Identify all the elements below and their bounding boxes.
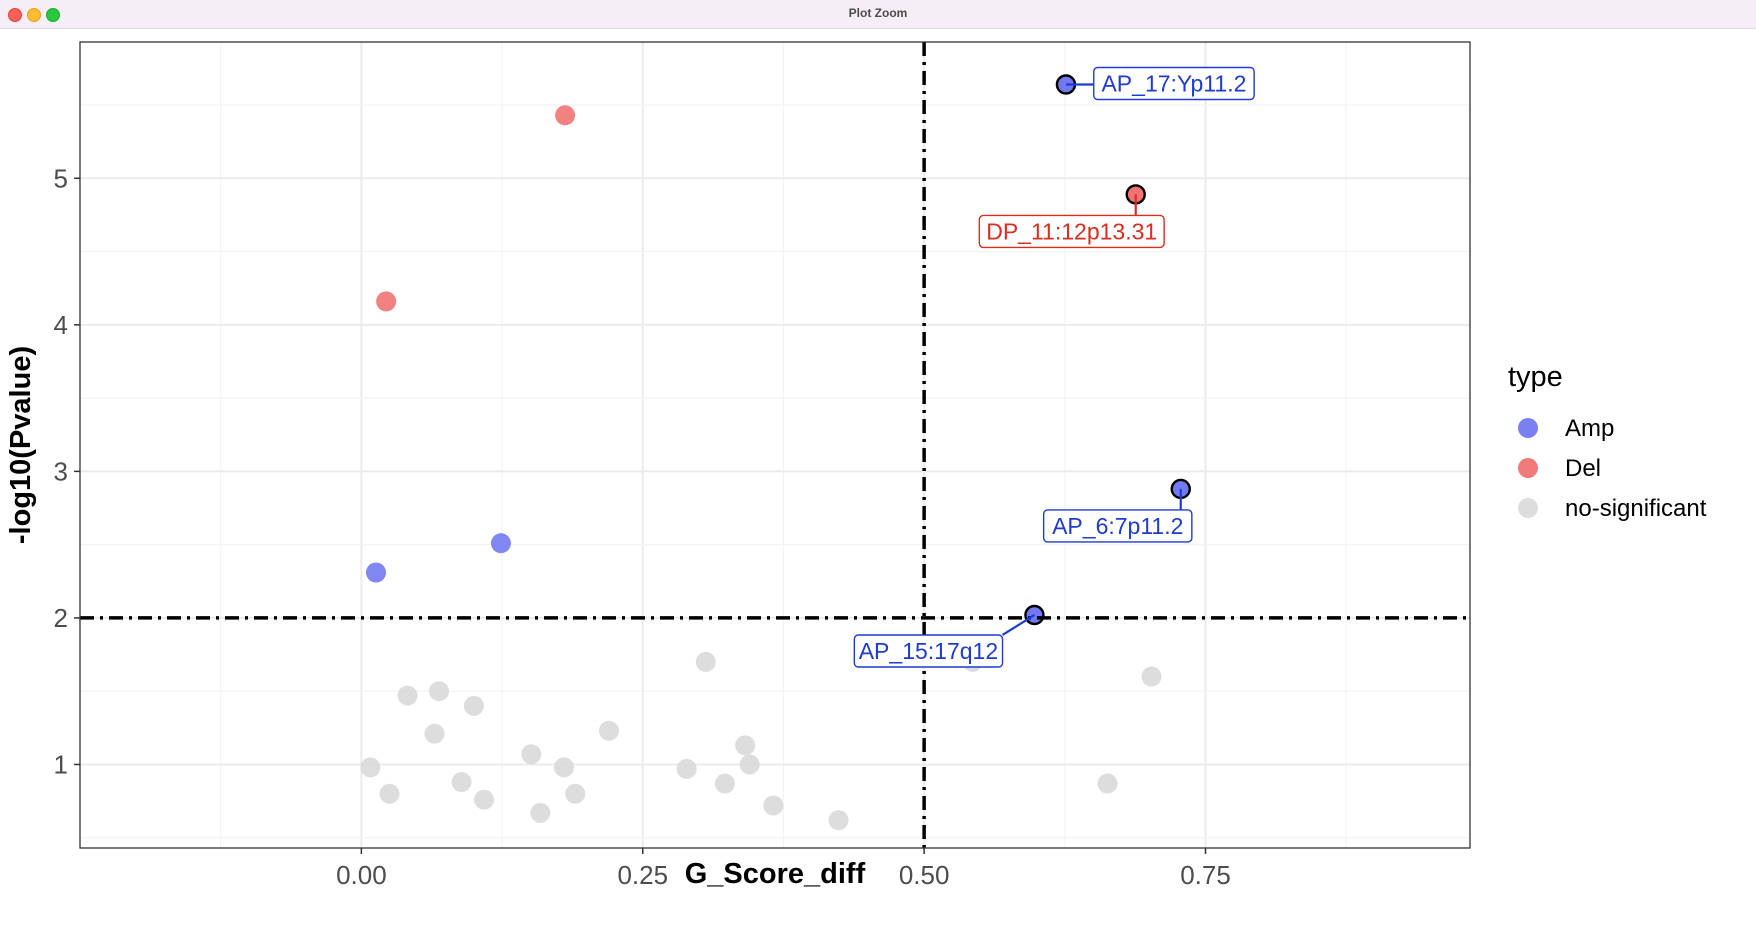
no-significant-point <box>763 795 784 816</box>
no-significant-point <box>379 783 400 804</box>
legend-key-amp <box>1518 418 1538 438</box>
y-tick-label: 3 <box>54 456 68 486</box>
maximize-window-icon[interactable] <box>46 8 60 22</box>
label-box <box>853 634 1004 668</box>
plot-panel <box>80 42 1470 848</box>
no-significant-point <box>739 754 760 775</box>
no-significant-point <box>553 757 574 778</box>
y-tick-label: 5 <box>54 163 68 193</box>
legend-title: type <box>1508 361 1563 393</box>
legend-label: Del <box>1565 455 1601 482</box>
no-significant-point <box>1097 773 1118 794</box>
point-label: AP_15:17q12 <box>859 638 998 664</box>
scatter-plot: AP_17:Yp11.2 AP_6:7p11.2 AP_15:17q12 DP_11:… <box>5 41 1707 890</box>
y-axis-title: -log10(Pvalue) <box>5 346 37 544</box>
x-axis: 0.00 0.25 0.50 0.75 <box>336 848 1231 890</box>
y-tick-label: 1 <box>54 749 68 779</box>
point-labels: AP_17:Yp11.2 AP_6:7p11.2 AP_15:17q12 DP_11:… <box>853 66 1255 668</box>
no-significant-point <box>429 681 450 702</box>
legend-label: Amp <box>1565 415 1614 442</box>
no-significant-point <box>360 757 381 778</box>
label-box <box>1042 509 1193 543</box>
no-significant-point <box>714 773 735 794</box>
label-connector <box>1001 614 1036 636</box>
no-significant-point <box>735 735 756 756</box>
legend-key-no-significant <box>1518 498 1538 518</box>
x-tick-label: 0.75 <box>1180 860 1231 890</box>
window-titlebar: Plot Zoom <box>0 0 1756 29</box>
no-significant-point <box>451 772 472 793</box>
no-significant-point <box>521 744 542 765</box>
no-significant-point <box>828 810 849 831</box>
data-points <box>360 74 1191 831</box>
label-box <box>978 214 1165 249</box>
legend-key-del <box>1518 458 1538 478</box>
no-significant-point <box>397 685 418 706</box>
legend-label: no-significant <box>1565 495 1707 522</box>
no-significant-point <box>530 802 551 823</box>
x-tick-label: 0.00 <box>336 860 387 890</box>
x-tick-label: 0.25 <box>617 860 668 890</box>
y-axis: 1 2 3 4 5 <box>54 163 80 779</box>
no-significant-point <box>474 789 495 810</box>
no-significant-point <box>565 783 586 804</box>
point-label: AP_17:Yp11.2 <box>1101 70 1246 96</box>
no-significant-point <box>1141 666 1162 687</box>
no-significant-point <box>676 758 697 779</box>
amp-point <box>366 562 387 583</box>
amp-point <box>490 533 511 554</box>
x-axis-title: G_Score_diff <box>685 858 866 890</box>
no-significant-point <box>695 651 716 672</box>
no-significant-point <box>424 723 445 744</box>
panel-border <box>79 41 1471 849</box>
no-significant-point <box>463 695 484 716</box>
del-point <box>376 291 397 312</box>
del-point <box>555 105 576 126</box>
x-tick-label: 0.50 <box>899 860 950 890</box>
y-tick-label: 4 <box>54 310 68 340</box>
window-title: Plot Zoom <box>848 6 908 20</box>
point-label: AP_6:7p11.2 <box>1052 513 1183 539</box>
grid-lines <box>79 42 1470 848</box>
close-window-icon[interactable] <box>8 8 22 22</box>
minimize-window-icon[interactable] <box>27 8 41 22</box>
point-label: DP_11:12p13.31 <box>986 218 1157 244</box>
label-box <box>1093 66 1255 101</box>
no-significant-point <box>598 720 619 741</box>
y-tick-label: 2 <box>54 603 68 633</box>
